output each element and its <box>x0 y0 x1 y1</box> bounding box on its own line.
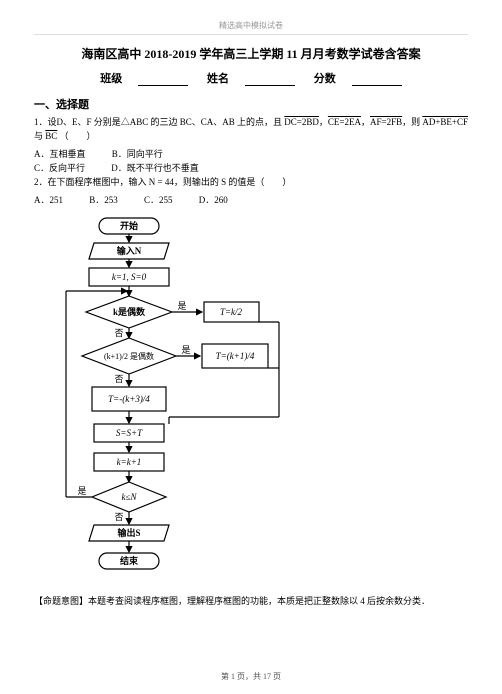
q2-opt-d: D．260 <box>199 193 228 207</box>
q2-opt-a: A．251 <box>34 193 63 207</box>
question-1: 1．设D、E、F 分别是△ABC 的三边 BC、CA、AB 上的点，且 DC=2… <box>34 116 468 143</box>
svg-text:T=-(k+3)/4: T=-(k+3)/4 <box>108 394 150 404</box>
name-line <box>245 85 295 86</box>
q2-opt-b: B．253 <box>89 193 118 207</box>
q1-vec2: CE=2EA <box>328 117 361 127</box>
svg-text:输入N: 输入N <box>117 245 142 256</box>
score-line <box>352 85 402 86</box>
name-label: 姓名 <box>207 70 229 86</box>
q1-stem-2: ，则 <box>402 117 420 127</box>
student-fields: 班级 姓名 分数 <box>34 70 468 86</box>
svg-text:输出S: 输出S <box>117 527 140 538</box>
page-header: 精选高中模拟试卷 <box>34 20 468 35</box>
question-2: 2．在下面程序框图中，输入 N = 44，则输出的 S 的值是（ ） <box>34 176 468 190</box>
q2-opt-c: C．255 <box>144 193 173 207</box>
svg-text:是: 是 <box>177 301 186 311</box>
svg-text:T=k/2: T=k/2 <box>220 307 243 317</box>
class-line <box>138 85 188 86</box>
svg-text:是: 是 <box>77 486 86 496</box>
q1-stem-4: （ ） <box>60 131 96 141</box>
page-footer: 第 1 页，共 17 页 <box>0 671 502 682</box>
q1-stem-1: 1．设D、E、F 分别是△ABC 的三边 BC、CA、AB 上的点，且 <box>34 117 282 127</box>
svg-text:k≤N: k≤N <box>122 492 138 502</box>
svg-text:结束: 结束 <box>120 555 139 566</box>
q1-opt-d: D．既不平行也不垂直 <box>111 161 199 175</box>
q1-vecbc: BC <box>45 131 57 141</box>
q1-vecsum: AD+BE+CF <box>422 117 468 127</box>
q2-options: A．251 B．253 C．255 D．260 <box>34 193 468 207</box>
flowchart: 开始 输入N k=1, S=0 k是偶数 是 否 T=k/2 (k+1)/2 是… <box>54 216 468 586</box>
question-note: 【命题意图】本题考查阅读程序框图，理解程序框图的功能，本质是把正整数除以 4 后… <box>34 594 468 607</box>
svg-text:k是偶数: k是偶数 <box>113 306 146 317</box>
q1-opt-a: A．互相垂直 <box>34 147 86 161</box>
q1-stem-3: 与 <box>34 131 43 141</box>
svg-text:S=S+T: S=S+T <box>116 428 143 438</box>
svg-text:是: 是 <box>181 345 190 355</box>
q1-options: A．互相垂直 B．同向平行 C．反向平行 D．既不平行也不垂直 <box>34 147 468 176</box>
q1-opt-b: B．同向平行 <box>112 147 163 161</box>
class-label: 班级 <box>100 70 122 86</box>
svg-text:开始: 开始 <box>120 220 138 231</box>
paper-title: 海南区高中 2018-2019 学年高三上学期 11 月月考数学试卷含答案 <box>34 45 468 62</box>
svg-text:否: 否 <box>114 374 123 384</box>
svg-text:否: 否 <box>114 512 123 522</box>
q1-vec3: AF=2FB <box>370 117 402 127</box>
q1-opt-c: C．反向平行 <box>34 161 85 175</box>
svg-text:k=1, S=0: k=1, S=0 <box>112 272 147 282</box>
q1-vec1: DC=2BD <box>284 117 319 127</box>
svg-text:T=(k+1)/4: T=(k+1)/4 <box>216 351 255 361</box>
score-label: 分数 <box>314 70 336 86</box>
svg-text:(k+1)/2 是偶数: (k+1)/2 是偶数 <box>104 351 154 361</box>
svg-text:k=k+1: k=k+1 <box>117 457 142 467</box>
svg-text:否: 否 <box>114 328 123 338</box>
section-heading: 一、选择题 <box>34 96 468 112</box>
